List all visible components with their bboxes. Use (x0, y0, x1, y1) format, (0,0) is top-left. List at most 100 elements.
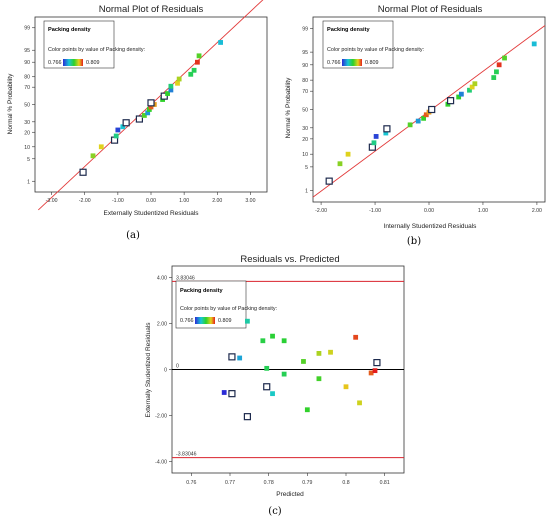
panel-c-points (221, 318, 381, 421)
panel-b-point-2 (345, 151, 351, 157)
panel-a-legend-max: 0.809 (86, 60, 100, 66)
panel-c-ref-label-1: 0 (176, 364, 179, 370)
panel-c-ytick-3: -2.00 (155, 414, 167, 420)
panel-a-point-25 (196, 53, 202, 59)
panel-a-ytick-9: 95 (24, 48, 30, 54)
panel-b-xtick-4: 2.00 (532, 208, 542, 214)
panel-b-point-5 (373, 134, 379, 139)
panel-b-point-18 (467, 87, 472, 93)
panel-c-point-17 (328, 349, 333, 355)
panel-a-ytick-0: 1 (27, 179, 30, 185)
panel-a-point-4 (113, 133, 119, 139)
panel-c-legend-title: Packing density (180, 288, 223, 294)
panel-b-point-4 (371, 140, 377, 146)
panel-c-title: Residuals vs. Predicted (240, 254, 339, 265)
panel-a-point-9 (141, 113, 147, 118)
panel-c-point-19 (353, 334, 359, 340)
panel-a-caption: (a) (126, 230, 140, 241)
panel-a-point-20 (175, 80, 180, 86)
panel-a-xtick-2: -1.00 (112, 198, 124, 204)
panel-c-point-5 (243, 413, 251, 421)
panel-c-point-1 (228, 353, 236, 361)
panel-a-ytick-1: 5 (27, 157, 30, 163)
panel-a-ytick-7: 80 (24, 75, 30, 81)
panel-c-ytick-2: 0 (164, 368, 167, 374)
panel-c-ref-label-0: 3.83046 (176, 275, 195, 281)
panel-c-xtick-3: 0.79 (302, 480, 312, 486)
panel-a-point-0 (79, 168, 87, 176)
panel-a-point-22 (188, 71, 194, 77)
panel-b-point-7 (383, 125, 391, 133)
panel-c-point-16 (316, 376, 322, 382)
panel-b-xlabel: Internally Studentized Residuals (384, 223, 478, 230)
panel-b-point-1 (337, 161, 343, 167)
panel-c-xtick-1: 0.77 (225, 480, 235, 486)
panel-a-point-26 (218, 40, 223, 45)
panel-a-point-7 (122, 119, 130, 127)
panel-b-point-19 (469, 84, 475, 90)
panel-b-ytick-6: 70 (302, 89, 308, 95)
panel-b-point-20 (472, 81, 478, 87)
panel-c-xlabel: Predicted (276, 491, 304, 498)
panel-b-point-25 (531, 41, 537, 47)
panel-b-xtick-0: -2.00 (315, 208, 327, 214)
panel-c-xtick-5: 0.81 (380, 480, 390, 486)
panel-c-point-23 (373, 359, 381, 367)
panel-a-legend-text: Color points by value of Packing density… (48, 47, 145, 53)
panel-b-ytick-7: 80 (302, 78, 308, 84)
panel-a-legend-min: 0.766 (48, 60, 62, 66)
panel-a-xtick-5: 2.00 (212, 198, 222, 204)
panel-a-normal-plot: Normal Plot of Residuals Packing density… (7, 0, 268, 241)
panel-a-xtick-0: -3.00 (46, 198, 58, 204)
panel-c-xtick-2: 0.78 (264, 480, 274, 486)
panel-a-point-2 (98, 144, 104, 150)
panel-b-point-13 (428, 105, 436, 114)
panel-b-ytick-1: 5 (305, 165, 308, 171)
panel-b-xtick-1: -1.00 (369, 208, 381, 214)
panel-c-point-13 (301, 359, 306, 364)
panel-c-point-4 (245, 318, 250, 324)
panel-b-point-24 (502, 55, 507, 61)
panel-a-xtick-3: 0.00 (146, 198, 156, 204)
panel-a-legend: Packing density Color points by value of… (43, 20, 145, 69)
panel-c-legend-min: 0.766 (180, 318, 194, 324)
panel-c-point-3 (237, 355, 243, 361)
panel-c-ylabel: Externally Studentized Residuals (145, 322, 152, 418)
panel-a-point-18 (168, 87, 174, 93)
panel-a-ytick-4: 30 (24, 120, 30, 126)
panel-a-xtick-6: 3.00 (245, 198, 255, 204)
panel-b-ytick-10: 99 (302, 26, 308, 32)
panel-b-ytick-4: 30 (302, 126, 308, 132)
panel-b-ytick-9: 95 (302, 50, 308, 56)
panel-b-legend-max: 0.809 (365, 60, 379, 66)
panel-b-legend: Packing density Color points by value of… (322, 20, 424, 69)
panel-c-point-12 (281, 371, 287, 377)
panel-c-point-20 (357, 400, 362, 406)
panel-a-point-8 (135, 115, 143, 123)
panel-a-xtick-4: 1.00 (179, 198, 189, 204)
panel-c-ref-label-2: -3.83046 (176, 452, 197, 458)
panel-c-xtick-4: 0.8 (342, 480, 349, 486)
panel-c-axes: 3.83046 0 -3.83046 0.76 0.77 0.78 0.79 0.8 0.81 4… (155, 275, 404, 486)
panel-c-legend-colorbar (195, 317, 215, 324)
panel-c-point-8 (263, 383, 271, 391)
panel-c-point-6 (260, 338, 266, 344)
panel-a-point-6 (120, 124, 126, 130)
panel-a-point-17 (165, 91, 170, 96)
panel-a-ytick-10: 99 (24, 26, 30, 32)
panel-c-point-10 (270, 391, 275, 397)
panel-c-point-15 (316, 351, 322, 356)
panel-a-point-12 (148, 104, 154, 110)
panel-c-ytick-1: 2.00 (157, 322, 167, 328)
panel-c-point-14 (304, 407, 310, 413)
panel-a-point-11 (146, 107, 152, 112)
panel-b-point-10 (421, 115, 427, 121)
panel-a-points (79, 40, 223, 176)
panel-a-legend-colorbar (63, 59, 83, 66)
panel-a-point-1 (90, 153, 96, 159)
panel-a-title: Normal Plot of Residuals (99, 4, 204, 15)
panel-c-legend: Packing density Color points by value of… (175, 280, 277, 329)
panel-a-point-5 (115, 127, 121, 133)
panel-b-point-21 (491, 75, 497, 80)
